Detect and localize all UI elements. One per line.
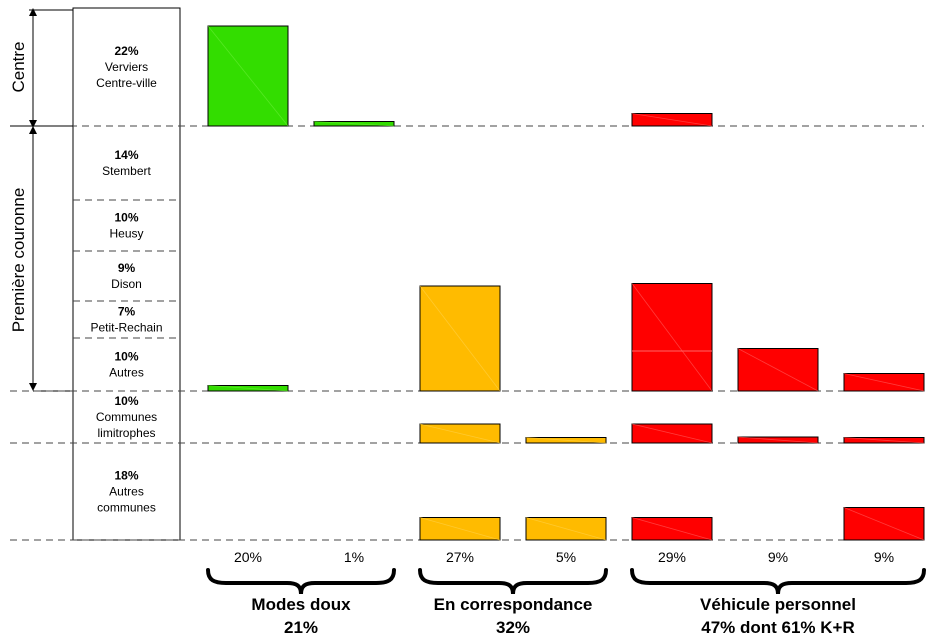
group-brace bbox=[630, 568, 926, 595]
bar-sheen bbox=[631, 113, 713, 127]
bar-sheen bbox=[207, 25, 289, 127]
column-pct-label: 1% bbox=[344, 549, 364, 565]
bar-sheen bbox=[525, 437, 607, 444]
bar-sheen bbox=[631, 517, 713, 541]
zone-name-label: Stembert bbox=[102, 164, 151, 178]
group-total-label: 32% bbox=[496, 618, 530, 637]
column-pct-label: 27% bbox=[446, 549, 474, 565]
zone-pct-label: 10% bbox=[114, 350, 138, 364]
group-total-label: 21% bbox=[284, 618, 318, 637]
bar-sheen bbox=[313, 121, 395, 127]
zone-name-label: Verviers bbox=[105, 60, 148, 74]
zone-name-label: Autres bbox=[109, 485, 144, 499]
bar-sheen bbox=[843, 437, 925, 444]
column-pct-label: 9% bbox=[874, 549, 894, 565]
column-pct-label: 20% bbox=[234, 549, 262, 565]
bar-sheen bbox=[737, 436, 819, 444]
group-brace bbox=[206, 568, 396, 595]
zone-name-label: Dison bbox=[111, 277, 142, 291]
bar-sheen bbox=[631, 423, 713, 444]
bars bbox=[207, 25, 925, 541]
zone-pct-label: 9% bbox=[118, 261, 136, 275]
bar-sheen bbox=[631, 283, 713, 392]
bar-sheen bbox=[207, 385, 289, 392]
zone-pct-label: 14% bbox=[114, 148, 138, 162]
zone-pct-label: 18% bbox=[114, 469, 138, 483]
zone-label-box bbox=[72, 7, 181, 541]
column-pct-label: 5% bbox=[556, 549, 576, 565]
bar-sheen bbox=[525, 517, 607, 541]
bar-sheen bbox=[419, 517, 501, 541]
group-name-label: En correspondance bbox=[434, 595, 593, 614]
couronne-arrow-down bbox=[29, 383, 37, 391]
couronne-arrow-up bbox=[29, 126, 37, 134]
zone-name-label: Centre-ville bbox=[96, 76, 157, 90]
centre-arrow-down bbox=[29, 120, 37, 128]
column-pct-label: 29% bbox=[658, 549, 686, 565]
zone-pct-label: 22% bbox=[114, 44, 138, 58]
bar-sheen bbox=[843, 373, 925, 392]
zone-name-label: Autres bbox=[109, 366, 144, 380]
bar-sheen bbox=[419, 423, 501, 444]
section-label: Première couronne bbox=[9, 188, 28, 333]
zone-labels: Centre Première couronne 22% Verviers Centre… bbox=[9, 41, 163, 514]
zone-name-label: Petit-Rechain bbox=[90, 321, 162, 335]
bar-sheen bbox=[737, 348, 819, 392]
column-pct-label: 9% bbox=[768, 549, 788, 565]
section-label: Centre bbox=[9, 41, 28, 92]
bar-sheen bbox=[843, 507, 925, 541]
zone-name-label: Communes bbox=[96, 410, 157, 424]
group-name-label: Modes doux bbox=[251, 595, 351, 614]
zone-name-label: communes bbox=[97, 501, 156, 515]
zone-name-label: Heusy bbox=[109, 227, 143, 241]
bar-sheen bbox=[419, 285, 501, 392]
zone-pct-label: 10% bbox=[114, 394, 138, 408]
zone-pct-label: 10% bbox=[114, 211, 138, 225]
centre-arrow-up bbox=[29, 8, 37, 16]
column-labels: 20% 1% 27% 5% 29% 9% 9% bbox=[234, 549, 894, 565]
group-labels: Modes doux 21% En correspondance 32% Véhicul… bbox=[206, 568, 926, 637]
zone-pct-label: 7% bbox=[118, 305, 136, 319]
group-brace bbox=[418, 568, 608, 595]
axis-frame bbox=[29, 7, 181, 541]
zone-name-label: limitrophes bbox=[97, 426, 155, 440]
group-total-label: 47% dont 61% K+R bbox=[701, 618, 855, 637]
group-name-label: Véhicule personnel bbox=[700, 595, 856, 614]
